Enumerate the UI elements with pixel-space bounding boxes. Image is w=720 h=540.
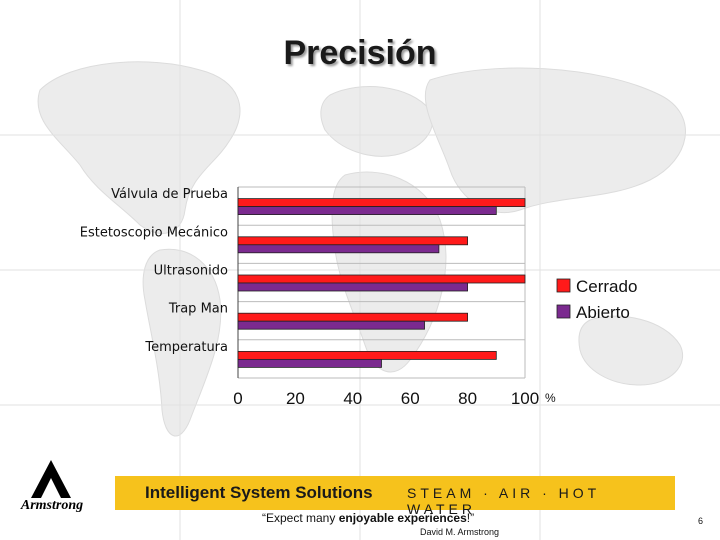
banner-services: STEAM · AIR · HOT WATER xyxy=(407,485,600,517)
armstrong-logo: Armstrong xyxy=(6,458,96,518)
legend-label-cerrado: Cerrado xyxy=(576,277,637,296)
category-label: Temperatura xyxy=(144,340,228,355)
x-tick-labels: 0 20 40 60 80 100 xyxy=(233,389,539,408)
x-tick-label: 20 xyxy=(286,389,305,408)
legend-swatch-cerrado xyxy=(556,278,571,293)
x-tick-label: 80 xyxy=(458,389,477,408)
category-label: Estetoscopio Mecánico xyxy=(80,225,228,240)
legend-swatch-abierto xyxy=(556,304,571,319)
bar-cerrado-1 xyxy=(237,236,469,246)
page-number: 6 xyxy=(698,516,704,526)
bar-cerrado-3 xyxy=(237,312,469,322)
bar-cerrado-2 xyxy=(237,274,526,284)
bar-abierto-2 xyxy=(237,282,469,292)
armstrong-a-icon xyxy=(31,460,71,498)
category-label: Válvula de Prueba xyxy=(111,187,228,202)
bar-cerrado-0 xyxy=(237,198,526,208)
footer-quote: “Expect many enjoyable experiences!” xyxy=(262,511,474,525)
legend-label-abierto: Abierto xyxy=(576,303,630,322)
slide-title: Precisión xyxy=(283,34,437,72)
logo-wordmark: Armstrong xyxy=(20,498,84,513)
chart-bars xyxy=(237,198,526,368)
x-tick-label: 100 xyxy=(511,389,539,408)
bar-abierto-1 xyxy=(237,244,440,254)
quote-close: !” xyxy=(466,511,475,525)
bar-abierto-0 xyxy=(237,206,497,216)
bar-cerrado-4 xyxy=(237,350,497,360)
x-tick-label: 60 xyxy=(401,389,420,408)
quote-author: David M. Armstrong xyxy=(420,527,500,537)
bar-abierto-3 xyxy=(237,320,425,330)
category-label: Trap Man xyxy=(168,302,228,317)
quote-open: “Expect many xyxy=(262,511,339,525)
x-unit-label: % xyxy=(545,391,556,405)
bar-abierto-4 xyxy=(237,358,382,368)
category-label: Ultrasonido xyxy=(154,264,228,279)
category-labels: Válvula de Prueba Estetoscopio Mecánico Ul… xyxy=(80,187,228,355)
chart-grid xyxy=(237,186,526,379)
x-tick-label: 40 xyxy=(343,389,362,408)
banner-tagline: Intelligent System Solutions xyxy=(145,483,373,502)
footer-banner: Intelligent System Solutions STEAM · AIR… xyxy=(115,476,675,517)
quote-bold: enjoyable experiences xyxy=(338,511,467,525)
chart-legend: Cerrado Abierto xyxy=(556,277,637,322)
x-tick-label: 0 xyxy=(233,389,242,408)
